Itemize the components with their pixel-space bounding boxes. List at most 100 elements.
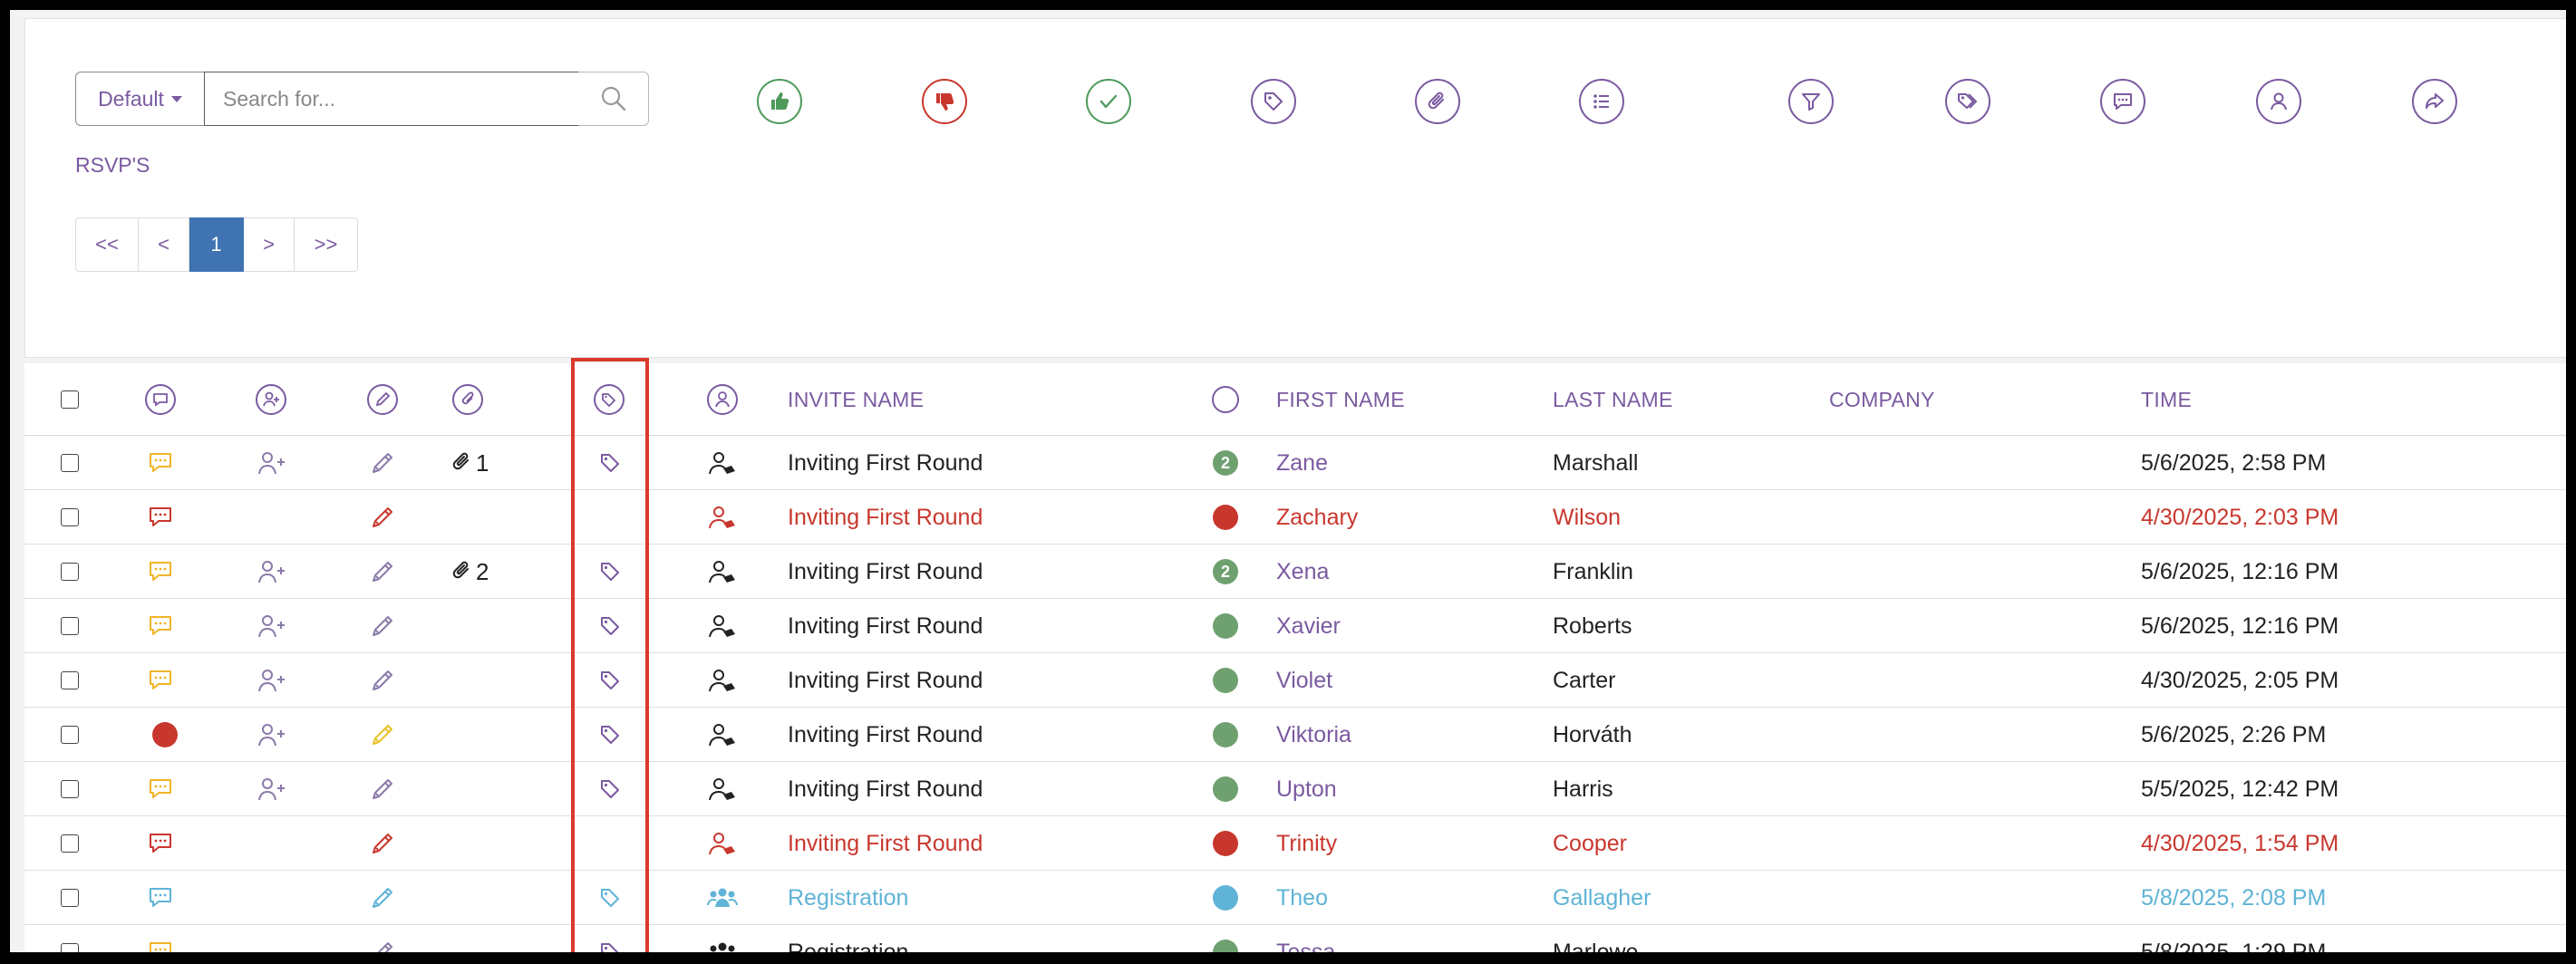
- pencil-icon[interactable]: [370, 708, 395, 762]
- pencil-icon[interactable]: [370, 490, 395, 545]
- header-invite-name[interactable]: INVITE NAME: [788, 387, 925, 411]
- row-checkbox[interactable]: [61, 762, 79, 816]
- pencil-icon[interactable]: [370, 545, 395, 599]
- view-dropdown[interactable]: Default: [75, 72, 205, 126]
- comment-icon[interactable]: [148, 545, 173, 599]
- table-row[interactable]: Inviting First Round Zachary Wilson 4/30/20…: [24, 490, 2566, 545]
- add-person-icon[interactable]: [257, 545, 287, 599]
- table-row[interactable]: 1 Inviting First Round 2 Zane Marshall 5/6/20…: [24, 436, 2566, 490]
- header-status-icon[interactable]: [1211, 381, 1240, 418]
- first-name[interactable]: Zachary: [1276, 504, 1359, 530]
- tags-icon[interactable]: [1945, 79, 1990, 124]
- add-person-icon[interactable]: [257, 436, 287, 490]
- tag-icon[interactable]: [599, 762, 621, 816]
- comment-icon[interactable]: [148, 599, 173, 653]
- table-row[interactable]: Registration Tessa Marlowe 5/8/2025, 1:29 P…: [24, 925, 2566, 952]
- tag-icon[interactable]: [599, 545, 621, 599]
- table-row[interactable]: Inviting First Round Viktoria Horváth 5/6/2…: [24, 708, 2566, 762]
- comment-icon[interactable]: [148, 490, 173, 545]
- comment-icon[interactable]: [2100, 79, 2145, 124]
- row-checkbox[interactable]: [61, 436, 79, 490]
- row-checkbox[interactable]: [61, 816, 79, 871]
- first-name[interactable]: Zane: [1276, 449, 1328, 476]
- header-company[interactable]: COMPANY: [1829, 387, 1935, 411]
- header-first-name[interactable]: FIRST NAME: [1276, 387, 1405, 411]
- thumbs-up-icon[interactable]: [757, 79, 802, 124]
- paperclip-icon[interactable]: [1415, 79, 1460, 124]
- pencil-icon[interactable]: [370, 871, 395, 925]
- first-name[interactable]: Tessa: [1276, 939, 1336, 953]
- comment-icon[interactable]: [148, 762, 173, 816]
- check-icon[interactable]: [1086, 79, 1131, 124]
- filter-icon[interactable]: [1788, 79, 1834, 124]
- row-checkbox[interactable]: [61, 545, 79, 599]
- header-comment-icon[interactable]: [144, 381, 177, 418]
- comment-icon[interactable]: [148, 925, 173, 952]
- header-tag-icon[interactable]: [593, 381, 625, 418]
- pencil-icon[interactable]: [370, 436, 395, 490]
- status-count: 2: [1220, 453, 1230, 472]
- table-row[interactable]: Registration Theo Gallagher 5/8/2025, 2:08 …: [24, 871, 2566, 925]
- add-person-icon[interactable]: [257, 708, 287, 762]
- comment-icon[interactable]: [148, 871, 173, 925]
- comment-dot-icon[interactable]: [152, 708, 178, 762]
- pencil-icon[interactable]: [370, 762, 395, 816]
- add-person-icon[interactable]: [257, 762, 287, 816]
- rsvp-link[interactable]: RSVP'S: [75, 153, 150, 177]
- attachment-count[interactable]: 2: [450, 545, 489, 599]
- user-icon[interactable]: [2256, 79, 2301, 124]
- first-name[interactable]: Xena: [1276, 558, 1330, 584]
- header-add-user-icon[interactable]: [255, 381, 287, 418]
- share-icon[interactable]: [2412, 79, 2457, 124]
- comment-icon[interactable]: [148, 436, 173, 490]
- tag-icon[interactable]: [1251, 79, 1296, 124]
- page-1-button[interactable]: 1: [189, 217, 244, 272]
- tag-icon[interactable]: [599, 599, 621, 653]
- row-checkbox[interactable]: [61, 599, 79, 653]
- header-last-name[interactable]: LAST NAME: [1553, 387, 1673, 411]
- header-pencil-icon[interactable]: [366, 381, 399, 418]
- next-page-button[interactable]: >: [244, 217, 295, 272]
- first-name[interactable]: Upton: [1276, 776, 1337, 802]
- select-all-checkbox[interactable]: [61, 381, 79, 418]
- tag-icon[interactable]: [599, 436, 621, 490]
- search-button[interactable]: [578, 72, 649, 126]
- add-person-icon[interactable]: [257, 653, 287, 708]
- row-checkbox[interactable]: [61, 490, 79, 545]
- first-name[interactable]: Viktoria: [1276, 721, 1351, 747]
- prev-page-button[interactable]: <: [139, 217, 189, 272]
- add-person-icon[interactable]: [257, 599, 287, 653]
- tag-icon[interactable]: [599, 708, 621, 762]
- pencil-icon[interactable]: [370, 925, 395, 952]
- tag-icon[interactable]: [599, 925, 621, 952]
- header-user-icon[interactable]: [706, 381, 739, 418]
- search-input[interactable]: [204, 72, 579, 126]
- row-checkbox[interactable]: [61, 871, 79, 925]
- table-row[interactable]: Inviting First Round Upton Harris 5/5/2025,…: [24, 762, 2566, 816]
- table-row[interactable]: Inviting First Round Violet Carter 4/30/202…: [24, 653, 2566, 708]
- pencil-icon[interactable]: [370, 653, 395, 708]
- table-row[interactable]: Inviting First Round Trinity Cooper 4/30/20…: [24, 816, 2566, 871]
- last-page-button[interactable]: >>: [295, 217, 358, 272]
- first-name[interactable]: Theo: [1276, 884, 1328, 911]
- attachment-count[interactable]: 1: [450, 436, 489, 490]
- first-name[interactable]: Trinity: [1276, 830, 1338, 856]
- table-row[interactable]: 2 Inviting First Round 2 Xena Franklin 5/6/20…: [24, 545, 2566, 599]
- first-name[interactable]: Xavier: [1276, 612, 1341, 639]
- tag-icon[interactable]: [599, 653, 621, 708]
- comment-icon[interactable]: [148, 816, 173, 871]
- first-name[interactable]: Violet: [1276, 667, 1333, 693]
- table-row[interactable]: Inviting First Round Xavier Roberts 5/6/202…: [24, 599, 2566, 653]
- row-checkbox[interactable]: [61, 653, 79, 708]
- row-checkbox[interactable]: [61, 708, 79, 762]
- header-time[interactable]: TIME: [2141, 387, 2193, 411]
- tag-icon[interactable]: [599, 871, 621, 925]
- list-icon[interactable]: [1579, 79, 1624, 124]
- thumbs-down-icon[interactable]: [922, 79, 967, 124]
- comment-icon[interactable]: [148, 653, 173, 708]
- first-page-button[interactable]: <<: [75, 217, 139, 272]
- pencil-icon[interactable]: [370, 816, 395, 871]
- header-paperclip-icon[interactable]: [451, 381, 484, 418]
- pencil-icon[interactable]: [370, 599, 395, 653]
- row-checkbox[interactable]: [61, 925, 79, 952]
